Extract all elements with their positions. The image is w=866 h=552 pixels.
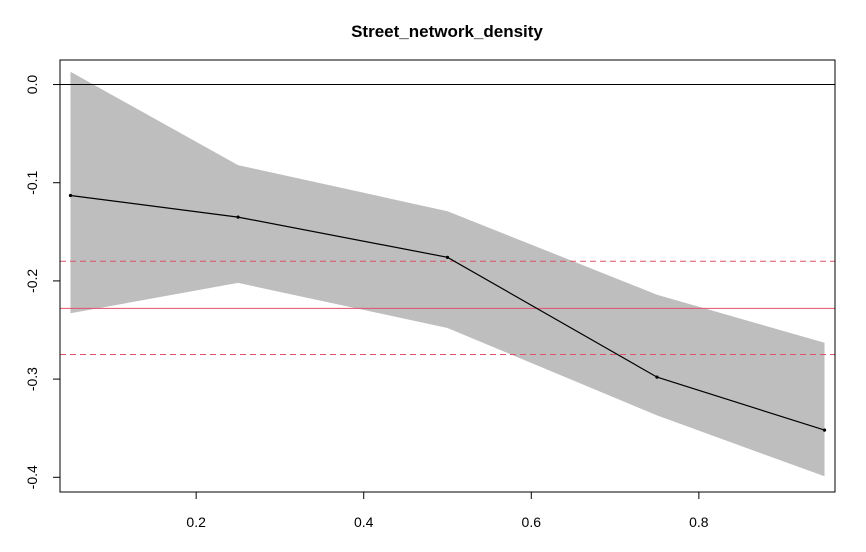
- data-point: [236, 215, 240, 219]
- axes: 0.2 0.4 0.6 0.8 0.0 -0.1 -0.2 -0.3 -0.4: [24, 75, 709, 530]
- x-tick-label: 0.4: [354, 514, 374, 530]
- x-tick-label: 0.6: [522, 514, 542, 530]
- confidence-band: [70, 71, 825, 477]
- y-tick-label: -0.1: [24, 170, 40, 194]
- x-tick-label: 0.8: [689, 514, 709, 530]
- data-point: [822, 428, 827, 432]
- chart-title: Street_network_density: [351, 22, 543, 41]
- data-point: [655, 375, 659, 379]
- y-tick-label: -0.3: [24, 367, 40, 391]
- y-tick-label: -0.2: [24, 269, 40, 293]
- x-tick-label: 0.2: [186, 514, 206, 530]
- data-point: [445, 255, 450, 259]
- data-point: [68, 193, 73, 198]
- plot-frame: [59, 59, 836, 493]
- y-tick-label: 0.0: [24, 75, 40, 95]
- y-tick-label: -0.4: [24, 465, 40, 489]
- plot-area: [60, 71, 835, 477]
